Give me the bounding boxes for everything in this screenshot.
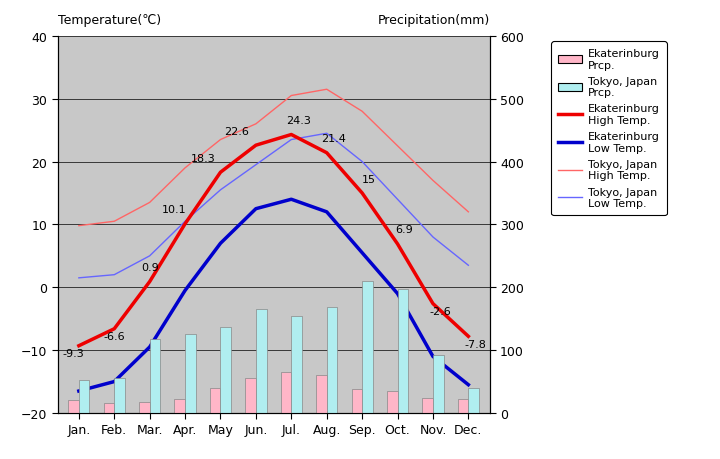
Bar bbox=[433, 355, 444, 413]
Bar bbox=[362, 281, 373, 413]
Bar bbox=[387, 391, 397, 413]
Text: 10.1: 10.1 bbox=[162, 205, 186, 215]
Text: 0.9: 0.9 bbox=[141, 263, 158, 273]
Bar bbox=[104, 403, 114, 413]
Text: 22.6: 22.6 bbox=[224, 127, 249, 136]
Text: 21.4: 21.4 bbox=[321, 134, 346, 144]
Bar bbox=[351, 389, 362, 413]
Bar bbox=[397, 290, 408, 413]
Text: -6.6: -6.6 bbox=[104, 331, 125, 341]
Text: -2.6: -2.6 bbox=[429, 307, 451, 317]
Bar bbox=[185, 335, 196, 413]
Bar bbox=[281, 372, 292, 413]
Bar bbox=[79, 381, 89, 413]
Bar bbox=[220, 327, 231, 413]
Bar bbox=[423, 398, 433, 413]
Bar bbox=[210, 388, 220, 413]
Bar bbox=[150, 340, 161, 413]
Bar bbox=[68, 401, 79, 413]
Text: 15: 15 bbox=[362, 174, 377, 184]
Text: Temperature(℃): Temperature(℃) bbox=[58, 14, 161, 27]
Bar bbox=[246, 379, 256, 413]
Text: Precipitation(mm): Precipitation(mm) bbox=[377, 14, 490, 27]
Bar bbox=[458, 399, 468, 413]
Bar bbox=[174, 399, 185, 413]
Text: 24.3: 24.3 bbox=[286, 116, 311, 126]
Bar bbox=[327, 308, 338, 413]
Bar bbox=[468, 388, 479, 413]
Bar bbox=[316, 375, 327, 413]
Text: -7.8: -7.8 bbox=[464, 339, 487, 349]
Bar bbox=[139, 402, 150, 413]
Text: 18.3: 18.3 bbox=[190, 153, 215, 163]
Text: -9.3: -9.3 bbox=[63, 348, 84, 358]
Legend: Ekaterinburg
Prcp., Tokyo, Japan
Prcp., Ekaterinburg
High Temp., Ekaterinburg
Lo: Ekaterinburg Prcp., Tokyo, Japan Prcp., … bbox=[552, 42, 667, 215]
Bar bbox=[114, 378, 125, 413]
Bar bbox=[292, 317, 302, 413]
Text: 6.9: 6.9 bbox=[396, 225, 413, 235]
Bar bbox=[256, 309, 266, 413]
